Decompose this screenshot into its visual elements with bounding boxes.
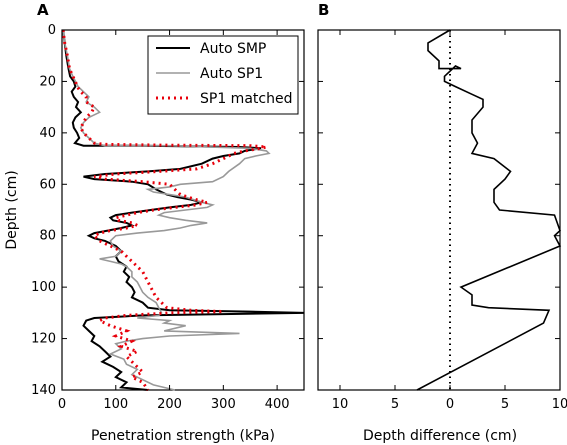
- panel-b-xlabel: Depth difference (cm): [363, 428, 517, 444]
- panel-a-xlabel: Penetration strength (kPa): [91, 428, 275, 444]
- a-ytick-label-4: 80: [39, 229, 56, 244]
- a-xtick-label-0: 0: [58, 397, 66, 412]
- series-line-0: [62, 29, 305, 391]
- panel-b-ticks: 10 5 0 5 10: [318, 29, 567, 412]
- a-ytick-label-0: 0: [48, 23, 56, 38]
- a-ytick-label-6: 120: [31, 332, 56, 347]
- legend: Auto SMP Auto SP1 SP1 matched: [147, 35, 299, 115]
- panel-a-ticks: 0 100 200 300 400 0 20 40 60 80 100 120 140: [31, 23, 304, 412]
- panel-b-frame: [317, 29, 561, 391]
- panel-b-series: [416, 29, 562, 391]
- a-xtick-label-1: 100: [103, 397, 128, 412]
- a-ytick-label-5: 100: [31, 280, 56, 295]
- a-ytick-label-7: 140: [31, 383, 56, 398]
- b-xtick-label-4: 10: [552, 397, 567, 412]
- legend-label-0: Auto SMP: [200, 41, 266, 57]
- panel-a-ylabel: Depth (cm): [4, 170, 20, 249]
- b-xtick-label-0: 10: [332, 397, 349, 412]
- b-xtick-label-2: 0: [446, 397, 454, 412]
- b-xtick-label-3: 5: [501, 397, 509, 412]
- a-ytick-label-3: 60: [39, 177, 56, 192]
- legend-label-1: Auto SP1: [200, 66, 263, 82]
- a-xtick-label-2: 200: [157, 397, 182, 412]
- b-xtick-label-1: 5: [391, 397, 399, 412]
- panel-b-label: B: [318, 1, 329, 19]
- legend-label-2: SP1 matched: [200, 91, 292, 107]
- a-xtick-label-4: 400: [265, 397, 290, 412]
- panel-a: A 0 100 200 300 400 0 20 40 60 80 100 120 140 Penetr…: [4, 1, 305, 444]
- depth-difference-line: [416, 29, 562, 391]
- panel-a-series: [61, 29, 305, 391]
- panel-b: B 10 5 0 5 10 Depth difference (cm): [317, 1, 567, 444]
- a-ytick-label-2: 40: [39, 126, 56, 141]
- panel-a-label: A: [37, 1, 49, 19]
- series-line-1: [62, 29, 271, 391]
- panel-a-frame: [61, 29, 305, 391]
- a-ytick-label-1: 20: [39, 74, 56, 89]
- a-xtick-label-3: 300: [211, 397, 236, 412]
